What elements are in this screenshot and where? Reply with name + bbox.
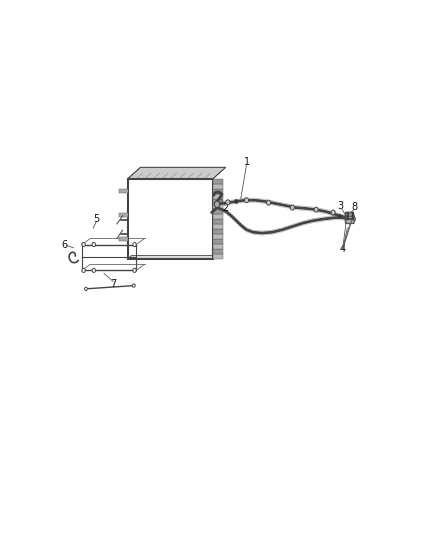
Circle shape <box>352 212 354 215</box>
FancyBboxPatch shape <box>345 217 355 221</box>
Circle shape <box>346 215 349 217</box>
Polygon shape <box>212 194 223 199</box>
Polygon shape <box>212 219 223 224</box>
Circle shape <box>85 287 87 290</box>
Circle shape <box>214 201 220 207</box>
Circle shape <box>346 217 349 220</box>
Circle shape <box>352 217 354 220</box>
Polygon shape <box>212 254 223 259</box>
Circle shape <box>235 199 238 204</box>
Circle shape <box>82 268 85 272</box>
Polygon shape <box>212 239 223 244</box>
Circle shape <box>331 210 335 215</box>
Circle shape <box>226 200 230 205</box>
Polygon shape <box>119 189 128 193</box>
Text: 6: 6 <box>62 240 68 251</box>
Polygon shape <box>128 167 226 179</box>
Polygon shape <box>212 199 223 204</box>
Text: 7: 7 <box>110 279 116 289</box>
Polygon shape <box>212 189 223 194</box>
Polygon shape <box>119 213 128 217</box>
Polygon shape <box>212 244 223 249</box>
Circle shape <box>92 268 95 272</box>
Text: 4: 4 <box>339 245 346 254</box>
Circle shape <box>133 268 136 272</box>
Polygon shape <box>212 214 223 219</box>
Text: 5: 5 <box>93 214 99 224</box>
Circle shape <box>314 207 318 212</box>
Circle shape <box>133 243 136 247</box>
Text: 2: 2 <box>222 204 228 213</box>
FancyBboxPatch shape <box>345 220 354 224</box>
Text: 8: 8 <box>351 202 357 212</box>
Circle shape <box>338 215 342 219</box>
Circle shape <box>92 243 95 247</box>
Polygon shape <box>212 224 223 229</box>
Circle shape <box>244 198 249 203</box>
Circle shape <box>132 284 135 287</box>
Polygon shape <box>212 179 223 184</box>
Polygon shape <box>212 249 223 254</box>
Circle shape <box>82 243 85 247</box>
Polygon shape <box>128 255 216 259</box>
Polygon shape <box>212 204 223 209</box>
Polygon shape <box>212 184 223 189</box>
Text: 1: 1 <box>244 157 250 167</box>
Circle shape <box>352 215 354 217</box>
Polygon shape <box>212 209 223 214</box>
Circle shape <box>267 200 271 205</box>
FancyBboxPatch shape <box>345 212 353 216</box>
Polygon shape <box>119 237 128 241</box>
Text: 3: 3 <box>338 201 344 211</box>
Circle shape <box>346 212 349 215</box>
FancyBboxPatch shape <box>345 215 354 219</box>
Polygon shape <box>212 234 223 239</box>
Polygon shape <box>212 229 223 234</box>
Circle shape <box>290 205 294 210</box>
